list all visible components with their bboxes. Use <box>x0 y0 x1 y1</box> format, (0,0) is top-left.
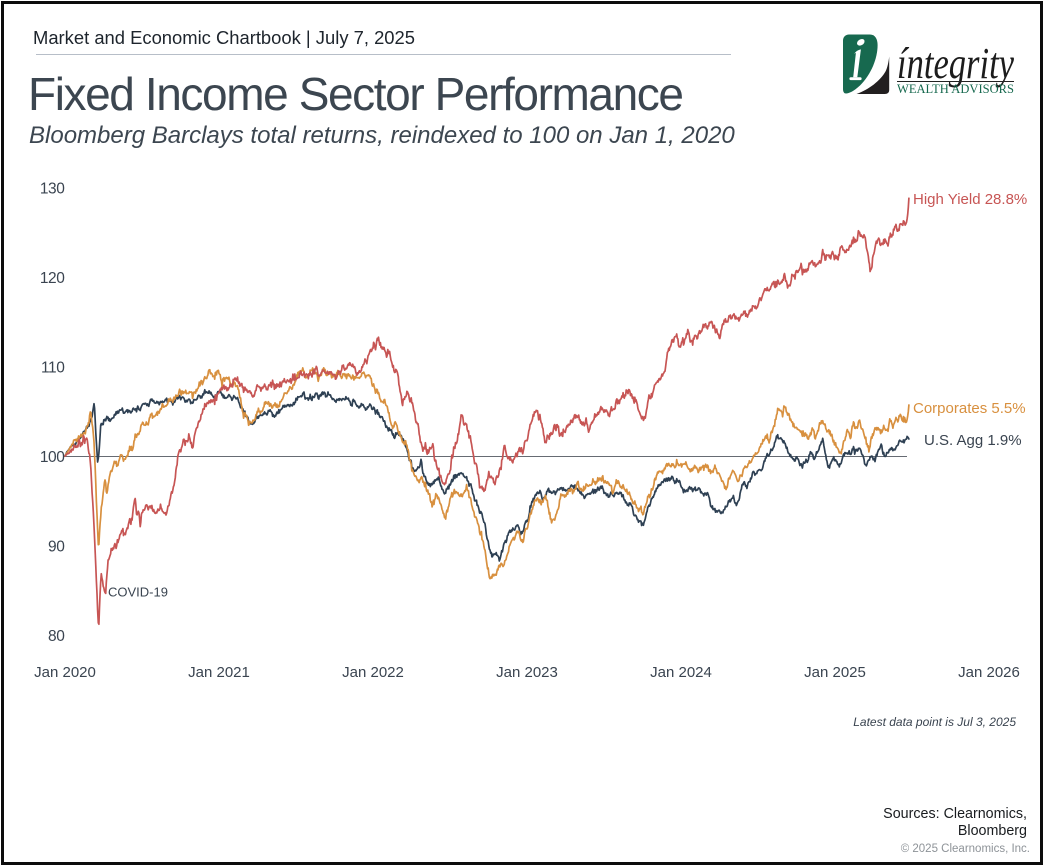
svg-text:COVID-19: COVID-19 <box>108 585 168 600</box>
svg-text:Jan 2025: Jan 2025 <box>804 664 866 681</box>
svg-text:U.S. Agg 1.9%: U.S. Agg 1.9% <box>924 432 1022 449</box>
svg-text:110: 110 <box>41 360 65 377</box>
svg-text:90: 90 <box>48 539 65 556</box>
svg-text:Jan 2020: Jan 2020 <box>34 664 96 681</box>
svg-text:High Yield 28.8%: High Yield 28.8% <box>913 191 1027 208</box>
svg-text:130: 130 <box>40 181 65 198</box>
svg-text:Jan 2024: Jan 2024 <box>650 664 712 681</box>
svg-text:Jan 2026: Jan 2026 <box>958 664 1020 681</box>
svg-text:80: 80 <box>48 628 65 645</box>
svg-text:Jan 2021: Jan 2021 <box>188 664 250 681</box>
svg-text:Jan 2022: Jan 2022 <box>342 664 404 681</box>
svg-text:íntegrity: íntegrity <box>897 39 1014 88</box>
svg-text:120: 120 <box>40 270 65 287</box>
svg-text:100: 100 <box>40 449 65 466</box>
svg-text:Corporates 5.5%: Corporates 5.5% <box>913 400 1026 417</box>
svg-text:Jan 2023: Jan 2023 <box>496 664 558 681</box>
svg-text:WEALTH ADVISORS: WEALTH ADVISORS <box>897 82 1014 96</box>
